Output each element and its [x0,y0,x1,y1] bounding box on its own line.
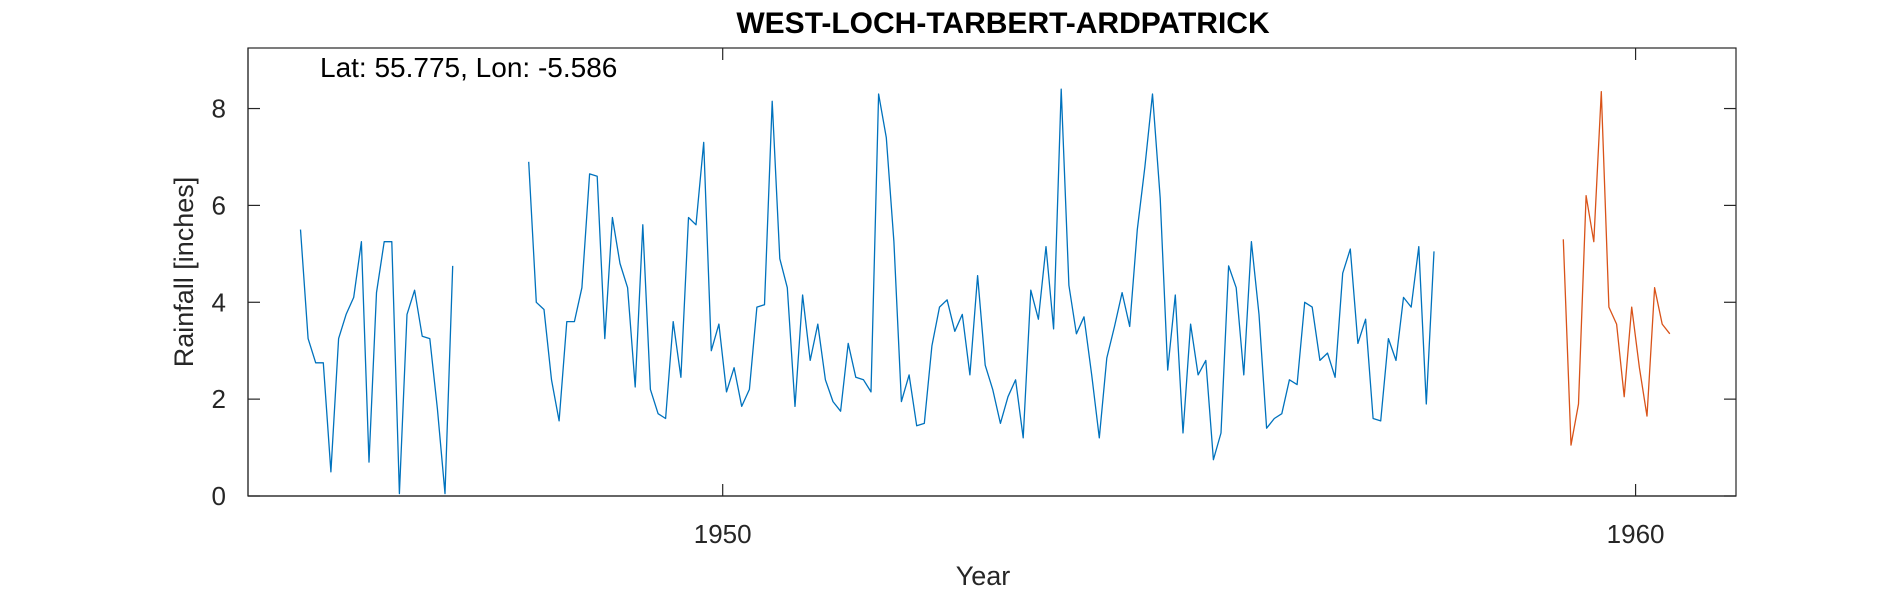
series-line [528,88,1435,461]
y-tick-label: 6 [212,190,226,220]
y-tick-label: 8 [212,94,226,124]
series-line [1562,90,1671,446]
series-0 [299,88,1435,495]
y-tick-label: 2 [212,384,226,414]
series-1 [1562,90,1671,446]
x-tick-label: 1960 [1607,519,1665,549]
chart-title: WEST-LOCH-TARBERT-ARDPATRICK [736,7,1270,40]
location-annotation: Lat: 55.775, Lon: -5.586 [320,52,617,83]
y-tick-label: 4 [212,287,226,317]
y-tick-label: 0 [212,481,226,511]
y-axis-label: Rainfall [inches] [169,177,199,368]
x-axis-label: Year [956,561,1011,591]
axis-ticks: 0 2 4 6 8 1950 1960 [212,48,1736,549]
x-tick-label: 1950 [694,519,752,549]
series-layer [299,88,1671,495]
series-line [299,229,454,495]
